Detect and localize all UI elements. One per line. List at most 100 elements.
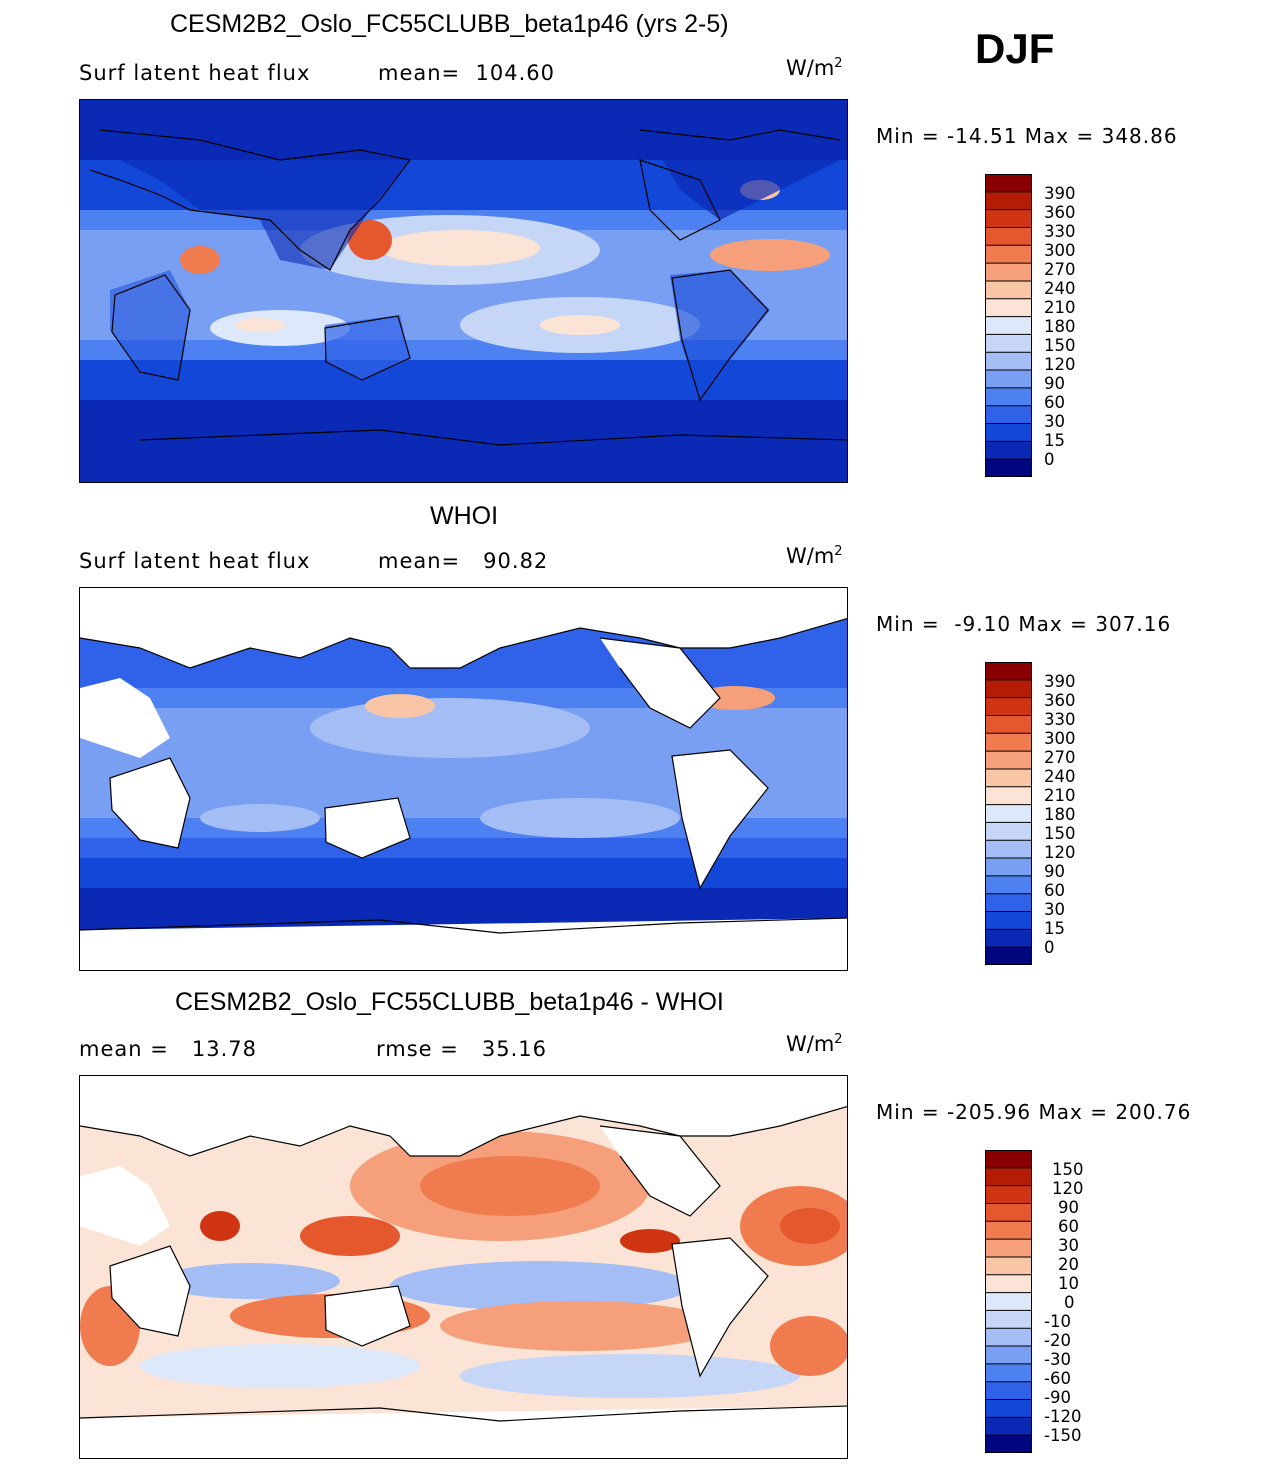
- colorbar-tick-label: 60: [1044, 393, 1065, 412]
- colorbar-swatch: [985, 1221, 1032, 1240]
- colorbar-tick-label: 30: [1044, 900, 1065, 919]
- season-label: DJF: [975, 25, 1055, 72]
- colorbar-border: [985, 174, 1032, 477]
- colorbar-swatch: [985, 697, 1032, 716]
- colorbar-tick-label: -10: [1044, 1312, 1071, 1331]
- colorbar-tick-label: -30: [1044, 1350, 1071, 1369]
- colorbar-tick-label: 10: [1058, 1274, 1079, 1293]
- colorbar-swatch: [985, 1256, 1032, 1276]
- panel-3-title: CESM2B2_Oslo_FC55CLUBB_beta1p46 - WHOI: [175, 988, 724, 1016]
- colorbar-tick-label: 300: [1044, 729, 1076, 748]
- colorbar-tick-label: 90: [1058, 1198, 1079, 1217]
- colorbar-tick-label: -120: [1044, 1407, 1082, 1426]
- colorbar-tick-label: 60: [1044, 881, 1065, 900]
- colorbar-tick-label: 360: [1044, 691, 1076, 710]
- colorbar-swatch: [985, 227, 1032, 246]
- colorbar-swatch: [985, 1417, 1032, 1436]
- colorbar-tick-label: 150: [1052, 1160, 1084, 1179]
- colorbar-swatch: [985, 715, 1032, 734]
- colorbar-swatch: [985, 387, 1032, 407]
- colorbar-tick-label: 150: [1044, 336, 1076, 355]
- colorbar-tick-label: 120: [1052, 1179, 1084, 1198]
- panel-3-colorbar: [985, 1150, 1032, 1453]
- colorbar-swatch: [985, 679, 1032, 699]
- colorbar-tick-label: 0: [1064, 1293, 1075, 1312]
- panel-2-units: W/m2: [786, 544, 843, 568]
- colorbar-swatch: [985, 1185, 1032, 1204]
- colorbar-swatch: [985, 768, 1032, 788]
- panel-1-min-max: Min = -14.51 Max = 348.86: [876, 124, 1178, 148]
- colorbar-swatch: [985, 911, 1032, 930]
- colorbar-tick-label: -150: [1044, 1426, 1082, 1445]
- colorbar-swatch: [985, 245, 1032, 264]
- colorbar-swatch: [985, 947, 1032, 965]
- panel-1-left-label: Surf latent heat flux: [79, 61, 311, 85]
- colorbar-swatch: [985, 751, 1032, 770]
- colorbar-tick-label: 390: [1044, 672, 1076, 691]
- colorbar-tick-label: 0: [1044, 938, 1055, 957]
- colorbar-swatch: [985, 423, 1032, 442]
- colorbar-swatch: [985, 1150, 1032, 1169]
- colorbar-tick-label: -90: [1044, 1388, 1071, 1407]
- colorbar-tick-label: 120: [1044, 843, 1076, 862]
- colorbar-swatch: [985, 1167, 1032, 1187]
- panel-2-title: WHOI: [430, 502, 499, 530]
- colorbar-tick-label: 210: [1044, 786, 1076, 805]
- colorbar-swatch: [985, 280, 1032, 300]
- colorbar-swatch: [985, 263, 1032, 282]
- colorbar-swatch: [985, 352, 1032, 371]
- colorbar-border: [985, 662, 1032, 965]
- colorbar-tick-label: 240: [1044, 279, 1076, 298]
- colorbar-border: [985, 1150, 1032, 1453]
- colorbar-swatch: [985, 1239, 1032, 1258]
- colorbar-swatch: [985, 191, 1032, 211]
- colorbar-swatch: [985, 1274, 1032, 1294]
- panel-1-map: [79, 99, 848, 483]
- colorbar-tick-label: 120: [1044, 355, 1076, 374]
- colorbar-swatch: [985, 786, 1032, 806]
- panel-1-title: CESM2B2_Oslo_FC55CLUBB_beta1p46 (yrs 2-5…: [170, 10, 729, 38]
- panel-2-mean: mean= 90.82: [378, 549, 549, 573]
- colorbar-tick-label: 15: [1044, 919, 1065, 938]
- colorbar-tick-label: 240: [1044, 767, 1076, 786]
- colorbar-swatch: [985, 316, 1032, 335]
- panel-1-colorbar: [985, 174, 1032, 477]
- colorbar-swatch: [985, 929, 1032, 948]
- colorbar-swatch: [985, 893, 1032, 913]
- colorbar-swatch: [985, 441, 1032, 460]
- panel-1-units: W/m2: [786, 56, 843, 80]
- panel-1-mean: mean= 104.60: [378, 61, 555, 85]
- colorbar-tick-label: 30: [1044, 412, 1065, 431]
- colorbar-tick-label: 60: [1058, 1217, 1079, 1236]
- colorbar-swatch: [985, 459, 1032, 477]
- colorbar-swatch: [985, 370, 1032, 389]
- colorbar-tick-label: 90: [1044, 862, 1065, 881]
- colorbar-swatch: [985, 1328, 1032, 1347]
- colorbar-swatch: [985, 1363, 1032, 1383]
- colorbar-swatch: [985, 1310, 1032, 1329]
- colorbar-swatch: [985, 174, 1032, 193]
- colorbar-swatch: [985, 1203, 1032, 1222]
- colorbar-tick-label: 390: [1044, 184, 1076, 203]
- panel-2-map: [79, 587, 848, 971]
- panel-3-colorbar-labels: 150 120 90 60 30 20 10 0 -10 -20 -30 -60…: [1044, 1160, 1084, 1445]
- colorbar-tick-label: -20: [1044, 1331, 1071, 1350]
- colorbar-swatch: [985, 804, 1032, 823]
- panel-2-left-label: Surf latent heat flux: [79, 549, 311, 573]
- colorbar-swatch: [985, 298, 1032, 318]
- colorbar-tick-label: 210: [1044, 298, 1076, 317]
- colorbar-tick-label: 330: [1044, 710, 1076, 729]
- colorbar-swatch: [985, 858, 1032, 877]
- colorbar-swatch: [985, 1381, 1032, 1401]
- colorbar-swatch: [985, 733, 1032, 752]
- colorbar-swatch: [985, 1346, 1032, 1365]
- colorbar-tick-label: 270: [1044, 748, 1076, 767]
- panel-3-map: [79, 1075, 848, 1459]
- colorbar-tick-label: 30: [1058, 1236, 1079, 1255]
- colorbar-swatch: [985, 875, 1032, 895]
- colorbar-tick-label: 20: [1058, 1255, 1079, 1274]
- colorbar-tick-label: 180: [1044, 317, 1076, 336]
- colorbar-swatch: [985, 822, 1032, 841]
- colorbar-swatch: [985, 334, 1032, 353]
- panel-3-rmse: rmse = 35.16: [376, 1037, 547, 1061]
